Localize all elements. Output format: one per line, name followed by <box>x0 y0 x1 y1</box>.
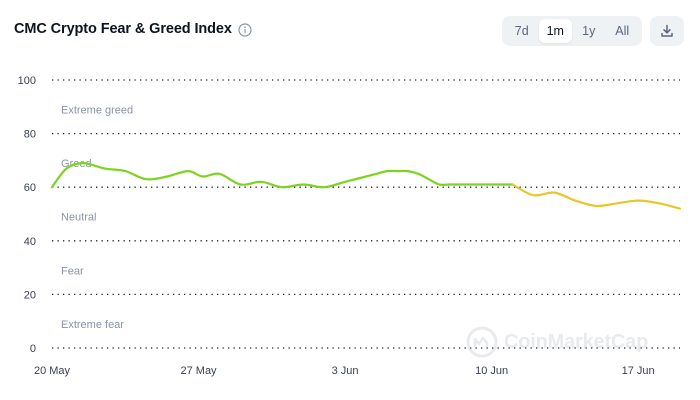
x-tick-label: 10 Jun <box>475 365 508 377</box>
y-tick-label: 0 <box>30 343 36 355</box>
info-icon[interactable] <box>238 23 252 37</box>
zone-label: Fear <box>61 265 84 277</box>
x-tick-label: 20 May <box>34 365 71 377</box>
range-1y-button[interactable]: 1y <box>582 24 596 38</box>
zone-label: Neutral <box>61 212 96 224</box>
y-tick-label: 100 <box>18 75 36 87</box>
zone-label: Extreme fear <box>61 319 124 331</box>
x-tick-label: 3 Jun <box>332 365 359 377</box>
y-tick-label: 20 <box>24 289 36 301</box>
chart-header: CMC Crypto Fear & Greed Index 7d 1m 1y A… <box>0 0 700 62</box>
page-title: CMC Crypto Fear & Greed Index <box>14 21 232 37</box>
range-7d-button[interactable]: 7d <box>514 24 529 38</box>
x-tick-label: 27 May <box>180 365 217 377</box>
download-button[interactable] <box>650 16 684 46</box>
y-tick-label: 40 <box>24 236 36 248</box>
watermark-text: CoinMarketCap <box>504 330 649 353</box>
y-tick-label: 80 <box>24 129 36 141</box>
download-icon <box>661 24 673 37</box>
zone-label: Extreme greed <box>61 104 133 116</box>
series-line-yellow <box>511 183 682 210</box>
x-tick-label: 17 Jun <box>622 365 655 377</box>
time-range-selector: 7d 1m 1y All <box>502 16 642 46</box>
series-line-green <box>50 162 514 189</box>
range-all-button[interactable]: All <box>615 24 630 38</box>
coinmarketcap-logo <box>466 326 498 358</box>
y-tick-label: 60 <box>24 182 36 194</box>
watermark: CoinMarketCap <box>466 326 648 358</box>
range-1m-button[interactable]: 1m <box>538 19 572 43</box>
